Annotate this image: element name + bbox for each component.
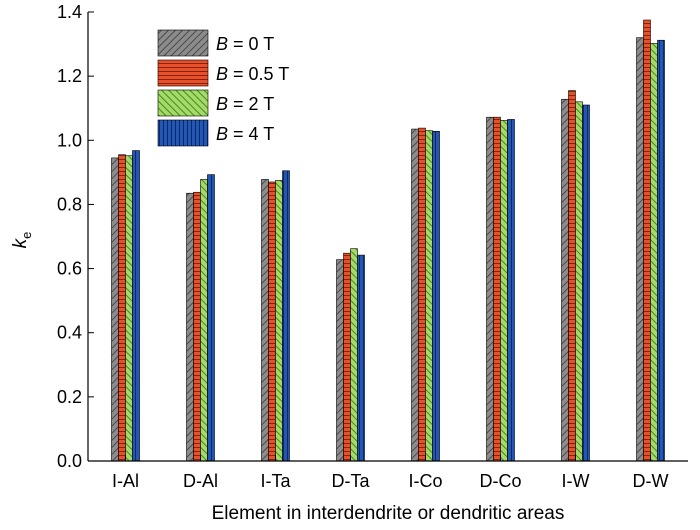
- y-axis-title: ke: [10, 232, 34, 249]
- y-tick-label-1: 0.2: [57, 387, 82, 407]
- x-tick-label-4: I-Co: [408, 471, 442, 491]
- x-ticks-group: I-Al D-Al I-Ta D-Ta I-Co D-Co I-W D-W: [112, 455, 669, 491]
- y-tick-label-0: 0.0: [57, 451, 82, 471]
- legend-label-value-2: = 2 T: [228, 94, 274, 114]
- x-tick-label-6: I-W: [562, 471, 590, 491]
- bar-D-Co-series-2: [500, 120, 508, 462]
- x-tick-label-2: I-Ta: [260, 471, 291, 491]
- bar-D-W-series-3: [657, 39, 665, 462]
- legend-label-var-3: B: [216, 124, 228, 144]
- x-tick-label-1: D-Al: [183, 471, 218, 491]
- bar-I-Al-series-0: [111, 157, 119, 462]
- bar-I-Co-series-0: [411, 128, 419, 462]
- bar-I-Ta-series-3: [282, 170, 290, 462]
- legend-label-2: B = 2 T: [216, 94, 274, 114]
- bar-I-Co-series-1: [418, 127, 426, 462]
- bar-I-Ta-series-0: [261, 179, 269, 462]
- bar-D-W-series-2: [650, 43, 658, 462]
- bar-D-W-series-1: [643, 19, 651, 462]
- legend-label-value-0: = 0 T: [228, 34, 274, 54]
- bar-I-Al-series-1: [118, 154, 126, 462]
- bar-I-Al-series-3: [132, 150, 140, 462]
- bar-D-Ta-series-2: [350, 248, 358, 462]
- bar-D-Al-series-1: [193, 191, 201, 462]
- bar-D-Co-series-0: [486, 116, 494, 462]
- legend-label-var-2: B: [216, 94, 228, 114]
- bar-D-Co-series-3: [507, 119, 515, 462]
- legend-swatch-2: [157, 89, 209, 117]
- x-tick-label-5: D-Co: [479, 471, 521, 491]
- bar-I-Al-series-2: [125, 155, 133, 462]
- bar-I-Ta-series-1: [268, 181, 276, 462]
- legend-swatch-1: [157, 59, 209, 87]
- y-tick-label-6: 1.2: [57, 66, 82, 86]
- legend-swatch-3: [157, 119, 209, 147]
- bar-I-Co-series-3: [432, 131, 440, 462]
- bar-D-W-series-0: [636, 37, 644, 462]
- legend-label-3: B = 4 T: [216, 124, 274, 144]
- legend-swatch-0: [157, 29, 209, 57]
- legend-label-value-1: = 0.5 T: [228, 64, 289, 84]
- bars-group: [111, 19, 665, 462]
- y-tick-label-2: 0.4: [57, 323, 82, 343]
- bar-D-Al-series-0: [186, 192, 194, 462]
- y-tick-label-4: 0.8: [57, 194, 82, 214]
- bar-D-Ta-series-3: [357, 254, 365, 462]
- bar-D-Ta-series-1: [343, 252, 351, 462]
- y-tick-label-5: 1.0: [57, 130, 82, 150]
- y-axis-title-subscript: e: [19, 232, 34, 239]
- bar-D-Ta-series-0: [336, 259, 344, 462]
- y-ticks-group: 0.0 0.2 0.4 0.6 0.8 1.0 1.2 1.4: [57, 2, 94, 471]
- y-tick-label-3: 0.6: [57, 259, 82, 279]
- plot-area: 0.0 0.2 0.4 0.6 0.8 1.0 1.2 1.4 I-Al D-Al I-Ta D-T…: [57, 2, 688, 491]
- x-tick-label-3: D-Ta: [331, 471, 370, 491]
- x-tick-label-7: D-W: [633, 471, 669, 491]
- y-axis-title-main: k: [10, 237, 31, 248]
- legend-label-1: B = 0.5 T: [216, 64, 289, 84]
- bar-I-W-series-2: [575, 101, 583, 462]
- legend-label-var-1: B: [216, 64, 228, 84]
- bar-I-Ta-series-2: [275, 180, 283, 462]
- bar-I-W-series-1: [568, 90, 576, 462]
- bar-I-Co-series-2: [425, 130, 433, 462]
- bar-D-Al-series-3: [207, 174, 215, 462]
- x-tick-label-0: I-Al: [112, 471, 139, 491]
- bar-I-W-series-3: [582, 104, 590, 462]
- legend: B = 0 TB = 0.5 TB = 2 TB = 4 T: [157, 29, 289, 147]
- legend-label-var-0: B: [216, 34, 228, 54]
- legend-label-value-3: = 4 T: [228, 124, 274, 144]
- x-axis-title: Element in interdendrite or dendritic ar…: [212, 503, 565, 524]
- y-tick-label-7: 1.4: [57, 2, 82, 22]
- bar-D-Al-series-2: [200, 179, 208, 462]
- legend-label-0: B = 0 T: [216, 34, 274, 54]
- bar-I-W-series-0: [561, 98, 569, 462]
- bar-D-Co-series-1: [493, 116, 501, 462]
